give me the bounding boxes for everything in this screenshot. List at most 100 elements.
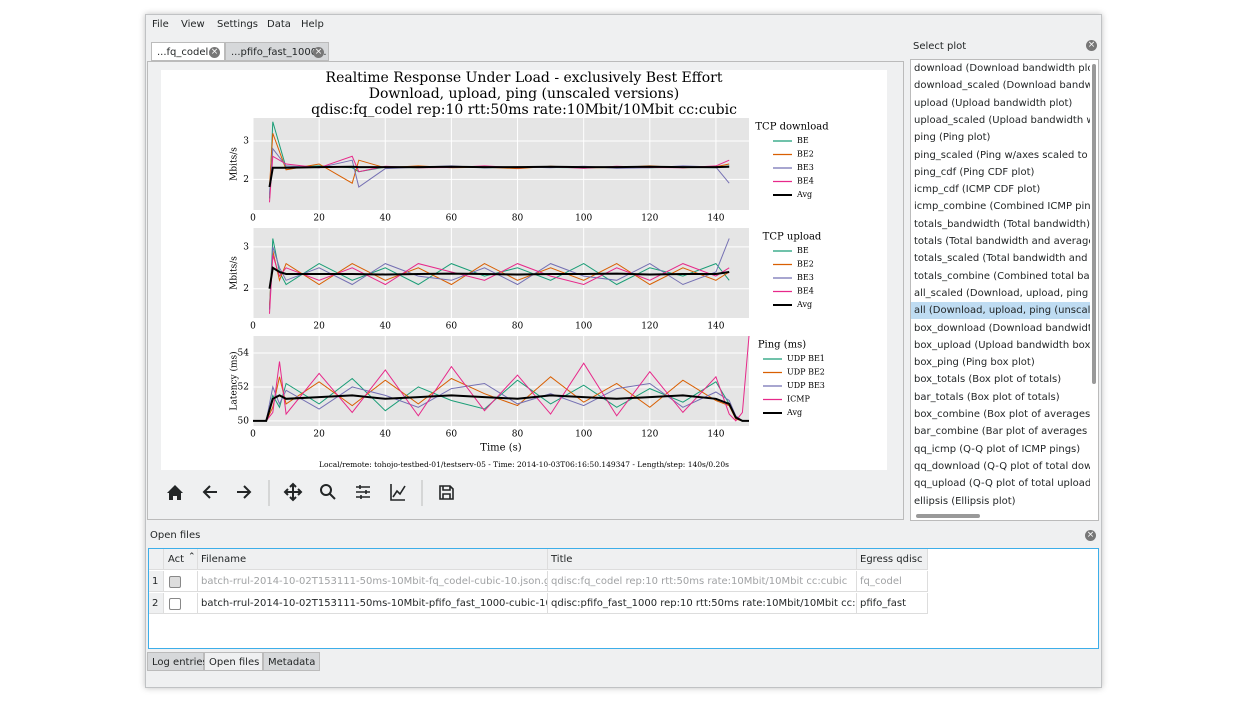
plot-item[interactable]: bar_totals (Box plot of totals) (914, 391, 1060, 403)
y-tick-label: 50 (238, 416, 250, 426)
plot-item[interactable]: download_scaled (Download bandwidth (914, 80, 1090, 92)
x-tick-label: 80 (512, 214, 524, 224)
forward-button[interactable] (237, 485, 252, 499)
legend-title: Ping (ms) (758, 340, 806, 351)
legend-label: Avg (796, 300, 812, 309)
plot-item[interactable]: upload (Upload bandwidth plot) (914, 97, 1073, 109)
x-tick-label: 100 (575, 214, 592, 224)
row-number: 2 (149, 592, 164, 614)
header-cell[interactable]: Act (164, 549, 198, 570)
menu-item[interactable]: View (181, 19, 205, 30)
x-tick-label: 60 (446, 430, 458, 440)
x-tick-label: 0 (250, 214, 256, 224)
zoom-button[interactable] (320, 484, 336, 500)
tab-close[interactable]: × (313, 47, 324, 58)
header-cell[interactable]: Egress qdisc (857, 549, 928, 570)
checkbox[interactable] (169, 597, 181, 610)
plot-item[interactable]: all_scaled (Download, upload, ping (scal… (914, 287, 1090, 299)
legend-label: BE2 (797, 260, 814, 269)
series-line (253, 335, 750, 422)
dock-title: Select plot (913, 41, 967, 52)
menu-item[interactable]: Data (267, 19, 291, 30)
tab-close[interactable]: × (209, 47, 220, 58)
plot-item[interactable]: qq_icmp (Q-Q plot of ICMP pings) (914, 443, 1081, 455)
toolbar (167, 480, 454, 506)
plot-item[interactable]: icmp_combine (Combined ICMP ping pl (914, 201, 1090, 213)
plot-item[interactable]: qq_upload (Q-Q plot of total upload bar (914, 478, 1090, 490)
x-tick-label: 100 (575, 430, 592, 440)
tab[interactable]: ...pfifo_fast_1000... × (225, 42, 329, 61)
plot-item[interactable]: ellipsis (Ellipsis plot) (914, 495, 1016, 507)
plot-item[interactable]: ping (Ping plot) (914, 132, 991, 144)
checkbox[interactable] (169, 576, 181, 588)
plot-item[interactable]: box_totals (Box plot of totals) (914, 374, 1062, 386)
y-tick-label: 3 (243, 242, 249, 252)
legend-label: BE (797, 246, 809, 255)
menu-item[interactable]: Help (301, 19, 324, 30)
save-button[interactable] (439, 485, 454, 500)
axes-button[interactable] (390, 484, 406, 501)
plot-item[interactable]: all (Download, upload, ping (unscaled ve (911, 302, 1090, 320)
plot-item[interactable]: totals (Total bandwidth and average pin (914, 236, 1090, 247)
bottom-tab[interactable]: Metadata (263, 652, 320, 671)
plot-item[interactable]: totals_combine (Combined total bandw (914, 270, 1090, 282)
x-tick-label: 120 (641, 430, 658, 440)
table-cell: qdisc:fq_codel rep:10 rtt:50ms rate:10Mb… (548, 571, 857, 592)
bottom-tab[interactable]: Open files (204, 652, 263, 671)
bottom-tab[interactable]: Log entries (147, 652, 208, 671)
x-axis-label: Time (s) (480, 443, 521, 454)
plot-item[interactable]: bar_combine (Bar plot of averages of sev (914, 426, 1090, 438)
plot-item[interactable]: totals_bandwidth (Total bandwidth) (914, 218, 1090, 230)
x-tick-label: 120 (641, 214, 658, 224)
header-cell[interactable]: Title (548, 549, 857, 570)
y-tick-label: 3 (243, 137, 249, 147)
tab[interactable]: ...fq_codel... × (151, 42, 225, 61)
x-tick-label: 80 (512, 322, 524, 332)
plot-item[interactable]: ping_cdf (Ping CDF plot) (914, 166, 1035, 178)
scrollbar[interactable] (916, 514, 980, 518)
dock-close[interactable]: × (1086, 40, 1097, 51)
legend-title: TCP upload (763, 232, 822, 243)
x-tick-label: 20 (313, 430, 325, 440)
plot-item[interactable]: qq_download (Q-Q plot of total downlo (914, 460, 1090, 472)
table-cell: batch-rrul-2014-10-02T153111-50ms-10Mbit… (198, 571, 548, 592)
plot-item[interactable]: upload_scaled (Upload bandwidth w/ax (914, 114, 1090, 126)
series-line (253, 394, 749, 422)
menu-item[interactable]: File (152, 19, 169, 30)
dock-close[interactable]: × (1085, 530, 1096, 541)
legend-label: BE3 (797, 163, 814, 172)
legend-label: UDP BE1 (787, 354, 825, 363)
legend-label: Avg (796, 190, 812, 199)
scrollbar[interactable] (1092, 64, 1096, 384)
dock-title: Open files (150, 530, 201, 541)
series-line (253, 377, 749, 422)
x-tick-label: 0 (250, 322, 256, 332)
legend-label: BE3 (797, 273, 814, 282)
checkbox-cell (164, 571, 198, 592)
plot-item[interactable]: box_ping (Ping box plot) (914, 357, 1035, 369)
pan-button[interactable] (283, 482, 303, 502)
menu-item[interactable]: Settings (217, 19, 259, 30)
checkbox-cell (164, 592, 198, 614)
plot-item[interactable]: ping_scaled (Ping w/axes scaled to remo (914, 149, 1090, 161)
configure-button[interactable] (356, 485, 370, 499)
plot-item[interactable]: box_upload (Upload bandwidth box plo (914, 339, 1090, 351)
header-cell[interactable]: Filename (198, 549, 548, 570)
plot-item[interactable]: box_download (Download bandwidth b (914, 322, 1090, 334)
header-cell (149, 549, 164, 570)
y-tick-label: 2 (243, 175, 249, 185)
plot-item[interactable]: box_combine (Box plot of averages of se (914, 409, 1090, 420)
plot-area (253, 336, 749, 426)
legend-label: BE (797, 136, 809, 145)
legend-label: UDP BE3 (787, 381, 825, 390)
figure-subtitle: Download, upload, ping (unscaled version… (369, 86, 679, 102)
home-button[interactable] (167, 485, 183, 500)
sort-indicator: ⌃ (188, 552, 196, 562)
plot-item[interactable]: download (Download bandwidth plot) (914, 63, 1090, 74)
figure-subtitle: qdisc:fq_codel rep:10 rtt:50ms rate:10Mb… (311, 102, 737, 118)
back-button[interactable] (202, 485, 217, 499)
legend-label: ICMP (787, 395, 810, 404)
plot-item[interactable]: icmp_cdf (ICMP CDF plot) (914, 184, 1041, 196)
plot-item[interactable]: totals_scaled (Total bandwidth and aver (914, 253, 1090, 265)
